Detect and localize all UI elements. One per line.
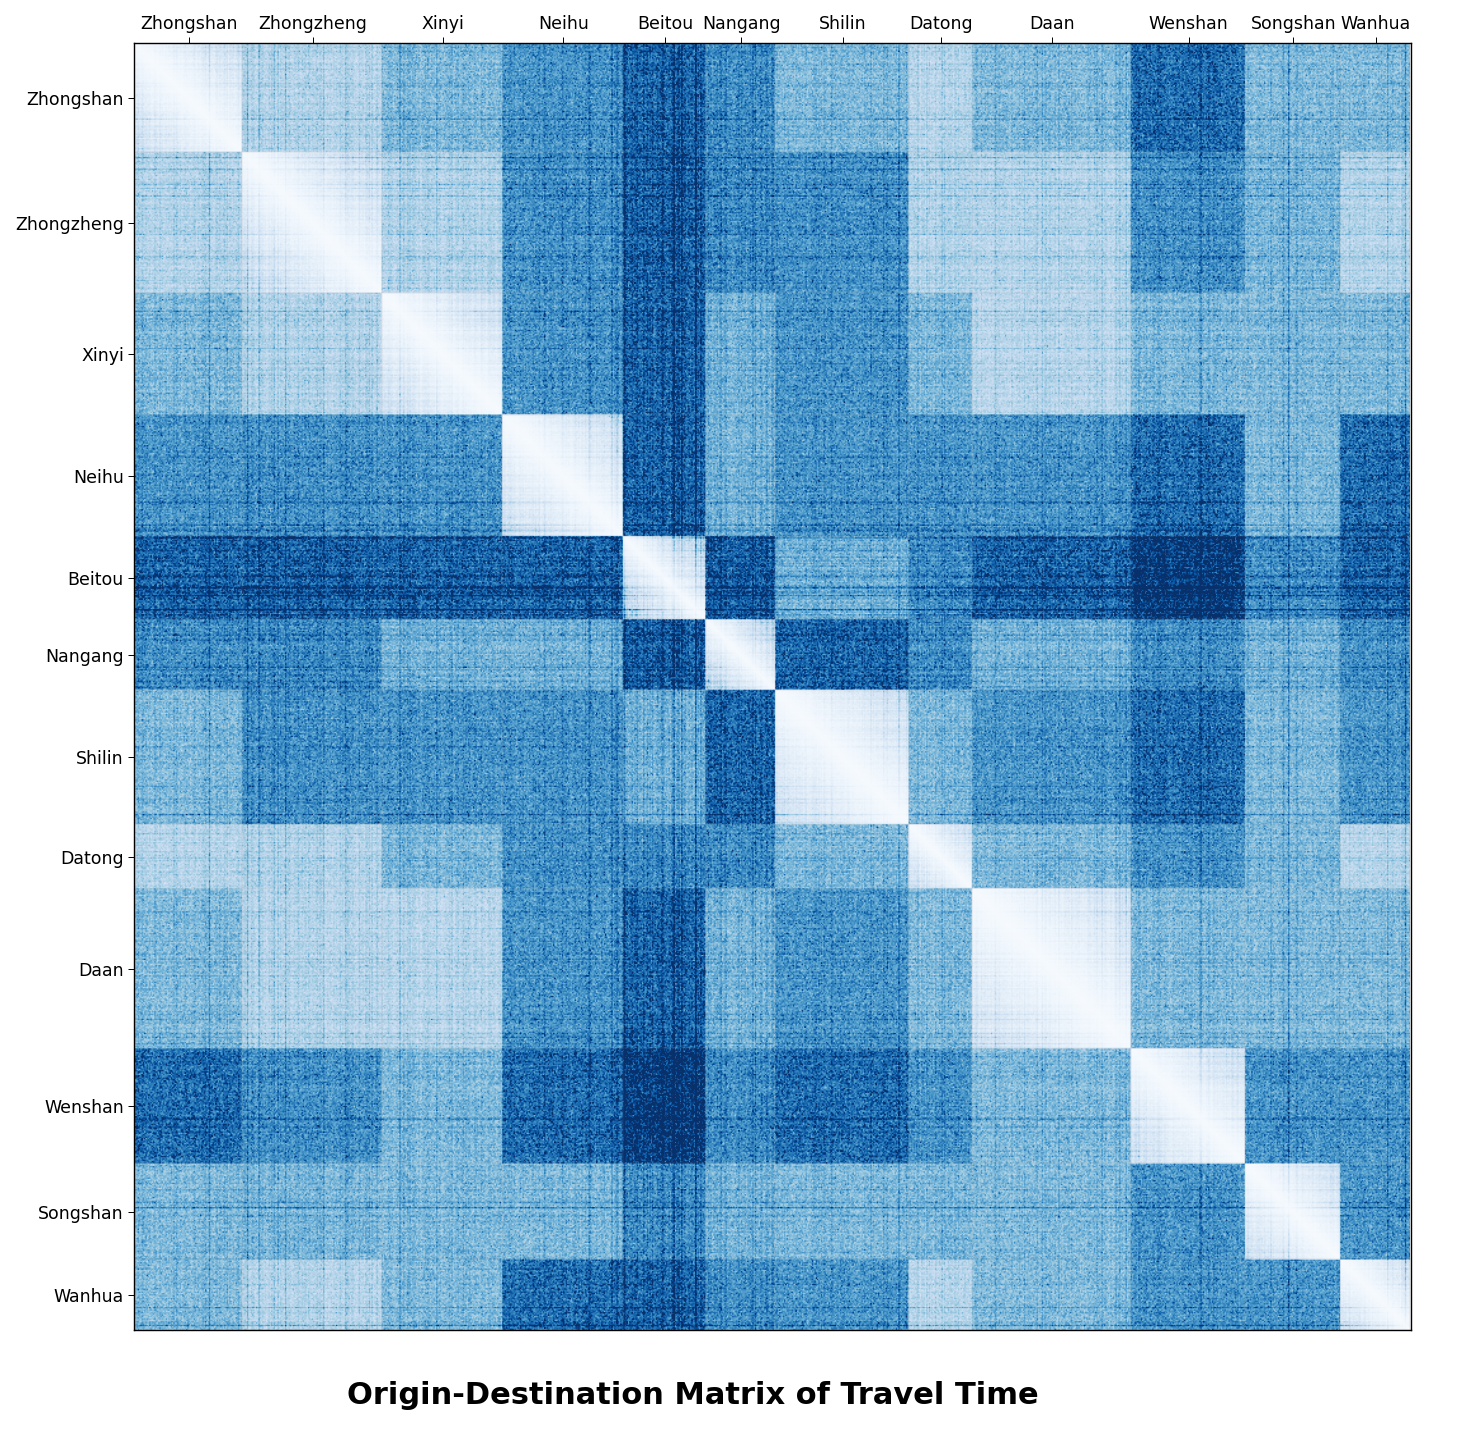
Text: Origin-Destination Matrix of Travel Time: Origin-Destination Matrix of Travel Time bbox=[346, 1381, 1039, 1410]
